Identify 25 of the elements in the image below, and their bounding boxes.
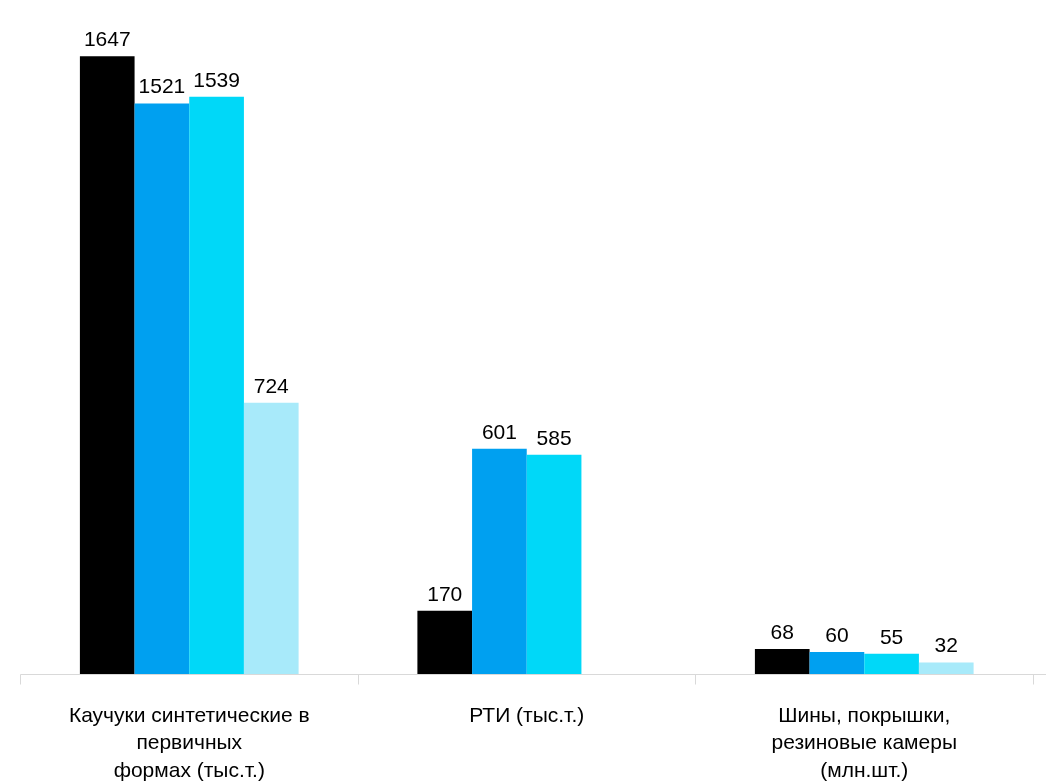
data-label: 60 <box>825 622 849 646</box>
data-label: 1539 <box>193 67 240 91</box>
x-tick-label: РТИ (тыс.т.) <box>469 702 585 726</box>
data-label: 1647 <box>83 27 131 51</box>
bar <box>809 651 865 675</box>
bar <box>417 610 473 675</box>
bar <box>189 96 244 675</box>
bar <box>526 454 582 675</box>
x-tick-label: Каучуки синтетические в первичных формах (тыс.т.) <box>68 702 310 781</box>
data-label: 724 <box>253 373 290 397</box>
bar <box>864 653 919 675</box>
data-label: 585 <box>536 425 572 449</box>
data-label: 1521 <box>138 74 186 98</box>
bar <box>918 662 974 675</box>
x-tick-label: Шины, покрышки, резиновые камеры (млн.шт.) <box>771 702 958 781</box>
bar <box>472 448 527 675</box>
bar <box>243 402 299 675</box>
data-label: 601 <box>481 419 517 443</box>
bar <box>754 648 810 675</box>
data-label: 32 <box>934 633 958 657</box>
data-label: 55 <box>879 624 904 648</box>
data-label: 170 <box>427 581 463 605</box>
bar <box>134 103 190 675</box>
data-label: 68 <box>770 619 794 643</box>
bar <box>79 56 135 675</box>
